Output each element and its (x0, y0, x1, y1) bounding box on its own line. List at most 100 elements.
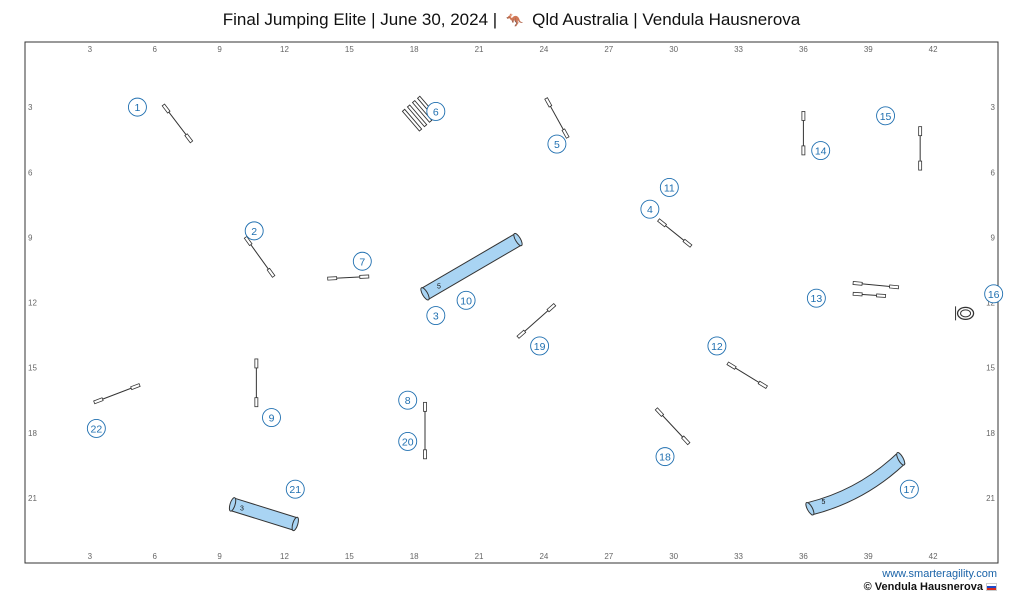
jump-obstacle (654, 407, 691, 446)
marker-circle (876, 106, 896, 126)
y-tick-label: 21 (986, 494, 995, 503)
marker-circle (426, 306, 446, 325)
tire-ring (960, 309, 972, 318)
tunnel-opening (420, 287, 430, 301)
x-tick-label: 33 (734, 552, 743, 561)
y-tick-label: 9 (28, 233, 33, 242)
y-tick-label: 12 (28, 299, 37, 308)
jump-wing (657, 218, 668, 228)
x-tick-label: 21 (475, 45, 484, 54)
marker-number: 12 (711, 341, 723, 353)
tunnel-opening (896, 452, 906, 466)
marker-circle (426, 102, 446, 121)
course-number-marker: 15 (876, 106, 896, 126)
tunnel-length-label: 5 (822, 499, 826, 506)
x-tick-label: 9 (217, 552, 222, 561)
y-tick-label: 18 (28, 429, 37, 438)
tunnel-obstacle: 3 (228, 497, 299, 532)
course-number-marker: 20 (398, 431, 418, 451)
marker-number: 20 (402, 436, 414, 448)
x-tick-label: 30 (669, 45, 678, 54)
course-number-marker: 22 (86, 418, 106, 438)
marker-number: 11 (664, 182, 675, 194)
y-tick-label: 3 (991, 103, 996, 112)
x-tick-label: 33 (734, 45, 743, 54)
jump-wing (654, 407, 665, 418)
jump-obstacle (93, 383, 141, 405)
marker-circle (285, 479, 305, 499)
course-number-marker: 11 (659, 177, 679, 197)
x-tick-label: 42 (929, 45, 938, 54)
marker-number: 10 (460, 295, 472, 307)
jump-obstacle (243, 235, 276, 278)
website-link[interactable]: www.smarteragility.com (882, 568, 997, 580)
jump-obstacle (327, 274, 370, 281)
y-tick-label: 18 (986, 429, 995, 438)
jump-wing (243, 235, 253, 247)
jump-wing (726, 361, 737, 370)
field-border (24, 41, 999, 564)
jump-wing (918, 160, 923, 171)
course-number-marker: 16 (984, 284, 1004, 304)
course-number-marker: 13 (806, 288, 826, 308)
x-tick-label: 3 (88, 45, 93, 54)
event-date: June 30, 2024 (380, 10, 489, 29)
field-scale: 3366991212151518182121242427273030333336… (28, 45, 996, 561)
jump-wing (93, 397, 104, 405)
jump-obstacle (544, 97, 570, 139)
tunnel-opening (291, 516, 299, 532)
y-tick-label: 15 (986, 364, 995, 373)
marker-number: 3 (433, 311, 439, 323)
y-tick-label: 21 (28, 494, 37, 503)
jump-wing (544, 97, 553, 108)
course-number-marker: 8 (398, 390, 418, 410)
title-separator: | (492, 10, 498, 29)
title-separator: | (633, 10, 638, 29)
jump-wing (130, 383, 141, 391)
weave-pole (411, 99, 433, 123)
x-tick-label: 36 (799, 552, 808, 561)
course-number-marker: 12 (707, 336, 727, 356)
x-tick-label: 39 (864, 45, 873, 54)
marker-circle (262, 408, 281, 428)
tunnel-opening (513, 232, 523, 247)
jump-obstacle (161, 103, 194, 144)
x-tick-label: 42 (929, 552, 938, 561)
marker-number: 5 (554, 139, 560, 151)
weave-pole (406, 104, 428, 128)
obstacles-layer: 5 3 5 (93, 95, 975, 532)
marker-circle (86, 418, 106, 438)
tire-ring (956, 306, 975, 321)
marker-circle (352, 251, 372, 271)
x-tick-label: 36 (799, 45, 808, 54)
y-tick-label: 12 (986, 299, 995, 308)
x-tick-label: 6 (153, 552, 158, 561)
jump-wing (327, 276, 338, 281)
course-number-marker: 21 (285, 479, 305, 499)
tunnel-opening (805, 501, 815, 516)
weave-pole (401, 108, 423, 132)
marker-circle (899, 479, 919, 499)
jump-wing (423, 401, 427, 412)
jump-wing (254, 397, 259, 408)
jump-wing (161, 103, 171, 114)
y-tick-label: 15 (28, 364, 37, 373)
marker-number: 9 (269, 413, 275, 425)
tunnel-length-label: 5 (437, 284, 441, 291)
y-tick-label: 3 (28, 103, 33, 112)
marker-circle (640, 199, 660, 219)
jump-wing (801, 145, 806, 156)
event-location: Qld Australia (532, 10, 629, 29)
jump-obstacle (801, 111, 806, 156)
jump-wing (682, 238, 693, 248)
tunnel-length-label: 3 (240, 505, 244, 512)
x-tick-label: 27 (604, 45, 613, 54)
course-number-marker: 18 (655, 447, 675, 467)
course-number-marker: 5 (547, 134, 567, 154)
x-tick-label: 6 (153, 45, 158, 54)
x-tick-label: 15 (345, 45, 354, 54)
jump-wing (254, 358, 259, 369)
title-separator: | (371, 10, 376, 29)
tire-obstacle (955, 306, 975, 321)
